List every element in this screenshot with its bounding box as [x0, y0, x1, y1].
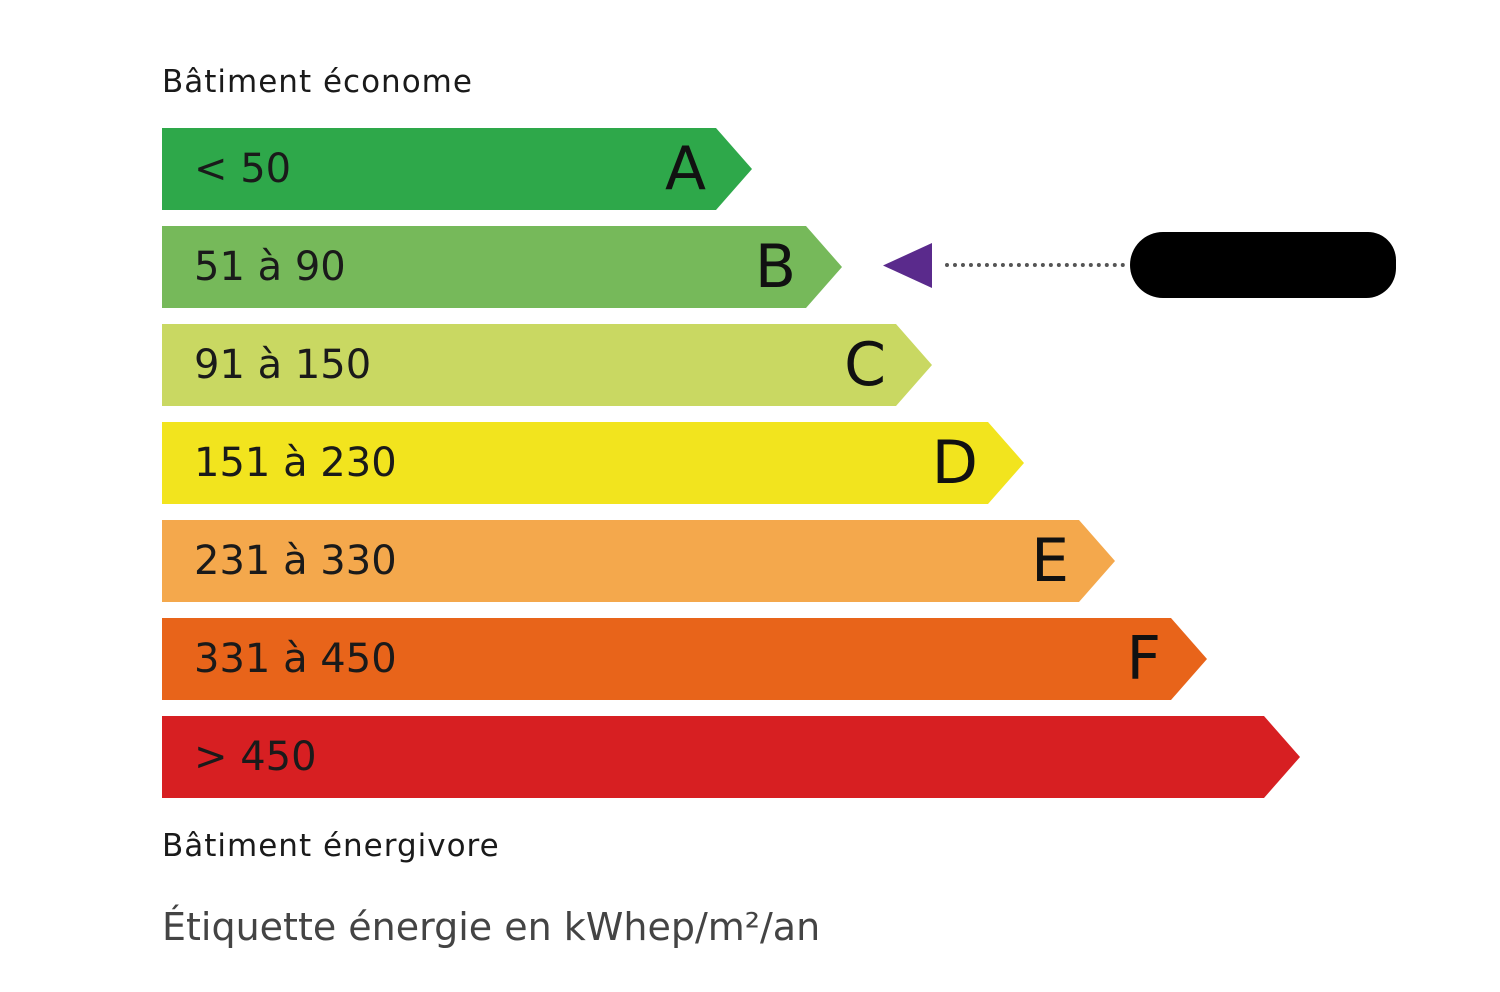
- energy-bar-b: 51 à 90 B: [162, 226, 842, 308]
- bar-letter: A: [664, 134, 706, 204]
- indicator-dotted-line: [945, 263, 1125, 267]
- energy-bar-e: 231 à 330 E: [162, 520, 1115, 602]
- bar-letter: E: [1031, 526, 1069, 596]
- redacted-value: [1130, 232, 1396, 298]
- bar-range: 331 à 450: [194, 636, 397, 682]
- bar-letter: B: [754, 232, 796, 302]
- energy-bar-g: > 450: [162, 716, 1300, 798]
- header-econome: Bâtiment économe: [162, 64, 473, 100]
- bar-range: > 450: [194, 734, 317, 780]
- energy-bar-a: < 50 A: [162, 128, 752, 210]
- bar-letter: F: [1126, 624, 1161, 694]
- footer-caption: Étiquette énergie en kWhep/m²/an: [162, 905, 821, 949]
- bar-letter: C: [844, 330, 886, 400]
- energy-bar-d: 151 à 230 D: [162, 422, 1024, 504]
- energy-bar-f: 331 à 450 F: [162, 618, 1207, 700]
- bar-range: 91 à 150: [194, 342, 372, 388]
- bar-range: 231 à 330: [194, 538, 397, 584]
- bar-letter: D: [931, 428, 978, 498]
- indicator-arrow-icon: [883, 243, 932, 288]
- header-energivore: Bâtiment énergivore: [162, 828, 500, 864]
- bar-range: 151 à 230: [194, 440, 397, 486]
- bar-range: < 50: [194, 146, 292, 192]
- energy-bar-c: 91 à 150 C: [162, 324, 932, 406]
- bar-range: 51 à 90: [194, 244, 346, 290]
